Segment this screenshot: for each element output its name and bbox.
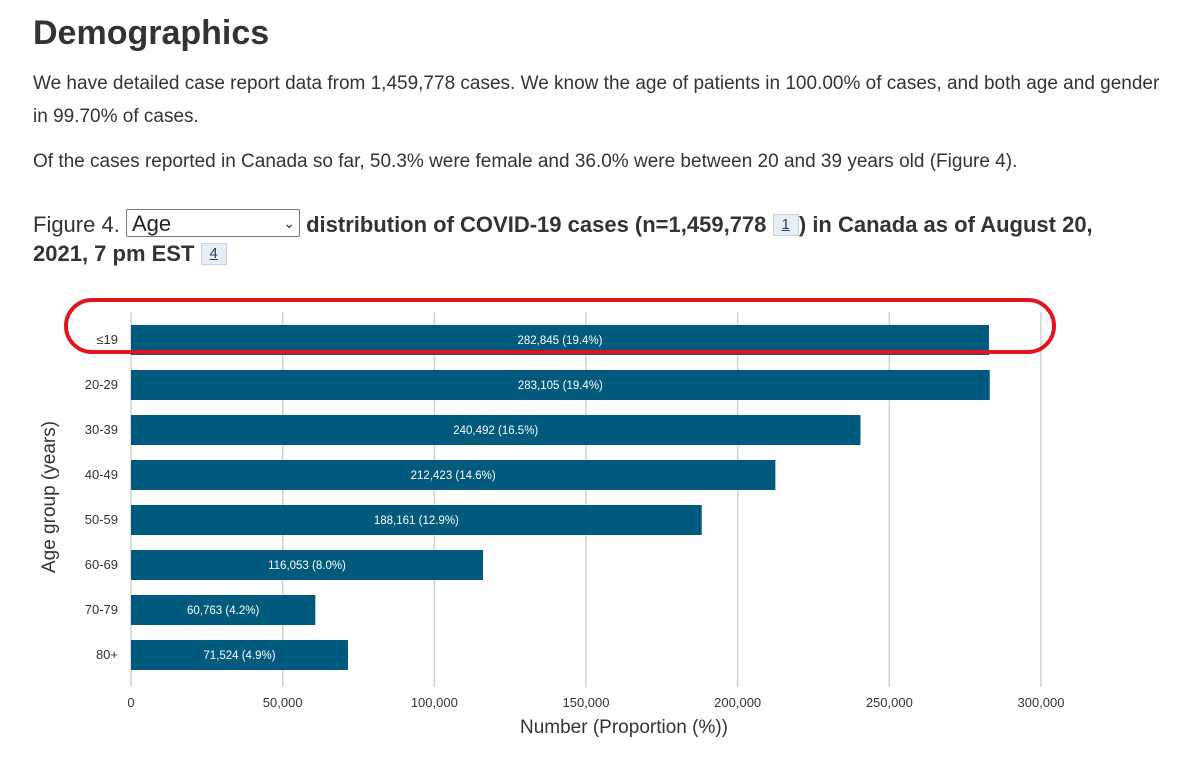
y-category-label: ≤19 <box>96 332 118 347</box>
bar[interactable] <box>131 370 990 400</box>
x-tick-label: 300,000 <box>1018 695 1065 710</box>
footnote-link-1[interactable]: 1 <box>772 214 799 236</box>
bar-data-label: 60,763 (4.2%) <box>187 605 259 617</box>
x-tick-label: 150,000 <box>563 695 610 710</box>
figure-label: Figure 4. <box>33 212 120 237</box>
footnote-link-4[interactable]: 4 <box>200 243 227 265</box>
chart-bars <box>131 325 990 670</box>
bar[interactable] <box>131 505 702 535</box>
chart-gridlines <box>130 312 1042 687</box>
y-category-label: 50-59 <box>85 512 118 527</box>
page-title: Demographics <box>33 14 270 52</box>
y-category-label: 70-79 <box>85 602 118 617</box>
case-data-paragraph: We have detailed case report data from 1… <box>33 73 1160 127</box>
x-tick-label: 100,000 <box>411 695 458 710</box>
y-category-label: 40-49 <box>85 467 118 482</box>
age-distribution-chart: 282,845 (19.4%) 283,105 (19.4%) 240,492 (1… <box>39 312 1065 738</box>
bar-data-label: 188,161 (12.9%) <box>374 515 459 527</box>
x-tick-label: 200,000 <box>714 695 761 710</box>
bar-data-label: 212,423 (14.6%) <box>411 470 496 482</box>
chart-x-tick-labels: 0 50,000 100,000 150,000 200,000 250,000 300,0… <box>127 695 1064 710</box>
x-tick-label: 250,000 <box>866 695 913 710</box>
figure-title-text-2: ) in Canada as of August 20, 2021, 7 pm … <box>33 212 1093 266</box>
y-category-label: 30-39 <box>85 422 118 437</box>
bar-data-label: 283,105 (19.4%) <box>518 380 603 392</box>
y-category-label: 60-69 <box>85 557 118 572</box>
bar-data-label: 71,524 (4.9%) <box>203 650 275 662</box>
y-category-label: 80+ <box>96 647 118 662</box>
bar[interactable] <box>131 595 316 625</box>
y-category-label: 20-29 <box>85 377 118 392</box>
chart-data-labels: 282,845 (19.4%) 283,105 (19.4%) 240,492 (1… <box>187 335 603 662</box>
bar[interactable] <box>131 460 776 490</box>
chart-category-labels: ≤19 20-29 30-39 40-49 50-59 60-69 70-79 80+ <box>85 332 118 662</box>
distribution-select-value: Age <box>131 211 172 236</box>
distribution-select[interactable]: Age ⌄ <box>125 209 300 237</box>
highlight-annotation <box>64 298 1056 354</box>
gender-age-summary-paragraph: Of the cases reported in Canada so far, … <box>33 151 1018 172</box>
y-axis-title: Age group (years) <box>39 421 60 573</box>
bar[interactable] <box>131 550 484 580</box>
chevron-down-icon: ⌄ <box>283 215 295 231</box>
bar-data-label: 282,845 (19.4%) <box>517 335 602 347</box>
figure-title-text: distribution of COVID-19 cases (n=1,459,… <box>306 212 767 237</box>
bar[interactable] <box>131 415 861 445</box>
x-axis-title: Number (Proportion (%)) <box>520 717 728 738</box>
x-tick-label: 50,000 <box>263 695 303 710</box>
bar-data-label: 240,492 (16.5%) <box>453 425 538 437</box>
figure-title: Figure 4. Age ⌄ distribution of COVID-19… <box>33 209 1153 268</box>
x-tick-label: 0 <box>127 695 134 710</box>
bar[interactable] <box>131 640 348 670</box>
bar-data-label: 116,053 (8.0%) <box>268 560 346 572</box>
